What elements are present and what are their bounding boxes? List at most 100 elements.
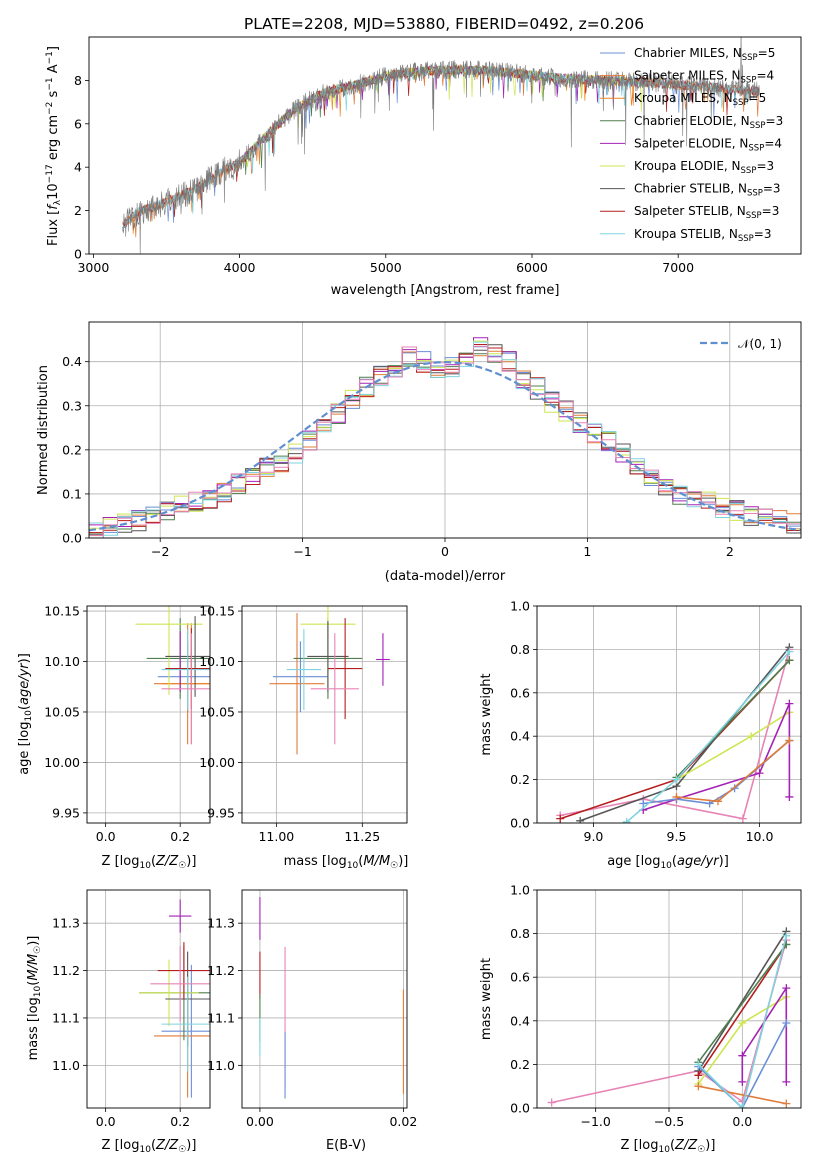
x-tick-label: 7000 — [662, 260, 694, 275]
x-tick-label: 0.0 — [96, 1114, 116, 1129]
panel-spectrum: 3000 4000 5000 6000 7000 0 2 4 6 8 — [74, 36, 802, 275]
y-tick-label: 11.0 — [207, 1058, 235, 1073]
normal-curve — [89, 360, 801, 532]
x-tick-label: −1.0 — [580, 1114, 610, 1129]
legend-entry: 𝒩(0, 1) — [738, 337, 782, 351]
y-tick-label: 11.3 — [207, 916, 235, 931]
y-tick-label: 0.0 — [62, 531, 82, 546]
weight-marker — [738, 1051, 747, 1060]
y-axis-label: Flux [fλ10−17 erg cm−2 s−1 A−1] — [45, 46, 63, 246]
weight-marker — [785, 699, 794, 708]
weight-series-line — [697, 1022, 788, 1108]
weight-series-line — [579, 646, 791, 822]
weight-marker — [782, 1099, 791, 1108]
x-tick-label: 9.0 — [584, 829, 604, 844]
y-tick-label: 10.05 — [44, 704, 80, 719]
weight-marker — [694, 1071, 703, 1080]
legend-entry: Salpeter MILES, NSSP=4 — [634, 69, 774, 86]
x-axis-label: (data-model)/error — [385, 569, 506, 584]
weight-marker — [785, 792, 794, 801]
y-tick-label: 10.10 — [44, 654, 80, 669]
weight-marker — [782, 984, 791, 993]
y-tick-label: 10.10 — [199, 654, 235, 669]
legend-entry: Salpeter STELIB, NSSP=3 — [634, 204, 779, 221]
axes-frame — [86, 889, 211, 1109]
y-tick-label: 0.4 — [62, 354, 82, 369]
weight-marker — [785, 736, 794, 745]
panel-mass-weight-vs-age: 9.0 9.5 10.0 0.0 0.2 0.4 0.6 0.8 1.0 — [510, 599, 802, 844]
x-tick-label: 6000 — [516, 260, 548, 275]
weight-marker — [730, 784, 739, 793]
weight-marker — [622, 817, 631, 823]
plot-area — [556, 643, 794, 823]
y-axis-label: mass weight — [479, 958, 494, 1040]
y-tick-label: 10.15 — [199, 604, 235, 619]
weight-marker — [738, 814, 747, 823]
weight-marker — [785, 647, 794, 656]
x-tick-label: −0.5 — [654, 1114, 684, 1129]
panel-residual-histogram: −2 −1 0 1 2 0.0 0.1 0.2 0.3 0.4 — [62, 321, 802, 559]
panel-mass-vs-EBV: 0.00 0.02 11.0 11.1 11.2 11.3 — [207, 889, 417, 1129]
weight-marker — [738, 1104, 747, 1108]
plot-area — [547, 927, 791, 1108]
axes-frame — [86, 605, 211, 824]
y-tick-label: 0.0 — [510, 816, 530, 831]
y-tick-label: 0.2 — [62, 442, 82, 457]
histogram-step — [89, 341, 801, 536]
y-tick-label: 4 — [74, 160, 82, 175]
y-axis-label: mass weight — [479, 673, 494, 755]
y-tick-label: 11.2 — [52, 963, 80, 978]
y-tick-label: 2 — [74, 203, 82, 218]
legend-entry: Kroupa STELIB, NSSP=3 — [634, 227, 772, 244]
x-axis-label: Z [log10(Z/Z☉)] — [102, 854, 197, 871]
y-tick-label: 0.6 — [510, 685, 530, 700]
x-tick-label: 0.0 — [96, 829, 116, 844]
y-tick-label: 11.1 — [52, 1010, 80, 1025]
weight-marker — [672, 775, 681, 784]
y-tick-label: 0.8 — [510, 642, 530, 657]
y-tick-label: 0.2 — [510, 1057, 530, 1072]
y-tick-label: 6 — [74, 116, 82, 131]
y-tick-label: 0 — [74, 247, 82, 262]
weight-marker — [576, 816, 585, 823]
y-axis-label: mass [log10(M/M☉)] — [26, 936, 43, 1061]
panel-mass-weight-vs-Z: −1.0 −0.5 0.0 0.0 0.2 0.4 0.6 0.8 1.0 — [510, 883, 802, 1129]
y-tick-label: 0.1 — [62, 486, 82, 501]
plot-area — [139, 899, 210, 1098]
x-axis-label: mass [log10(M/M☉)] — [284, 854, 409, 871]
y-tick-label: 0.0 — [510, 1101, 530, 1116]
y-tick-label: 0.3 — [62, 398, 82, 413]
weight-series-line — [559, 659, 790, 820]
weight-marker — [782, 1018, 791, 1027]
weight-series-line — [676, 739, 790, 803]
weight-series-line — [697, 944, 787, 1063]
plot-area — [259, 897, 404, 1099]
axes-frame — [88, 36, 802, 255]
x-tick-label: 1 — [583, 544, 591, 559]
axes-frame — [536, 605, 802, 824]
plot-area — [135, 606, 210, 745]
x-tick-label: −2 — [151, 544, 169, 559]
x-tick-label: 4000 — [224, 260, 256, 275]
x-axis-label: E(B-V) — [326, 1138, 366, 1153]
y-tick-label: 10.15 — [44, 604, 80, 619]
weight-marker — [694, 1082, 703, 1091]
weight-marker — [672, 792, 681, 801]
plot-area — [122, 37, 761, 254]
weight-series-line — [560, 649, 791, 820]
weight-marker — [694, 1060, 703, 1069]
panel-mass-vs-Z: 0.0 0.2 11.0 11.1 11.2 11.3 — [52, 889, 211, 1129]
x-tick-label: 0.2 — [170, 829, 190, 844]
weight-series-line — [698, 1085, 787, 1105]
x-axis-label: age [log10(age/yr)] — [607, 854, 729, 871]
weight-series-line — [697, 944, 787, 1076]
x-tick-label: 0.00 — [246, 1114, 274, 1129]
legend-entry: Salpeter ELODIE, NSSP=4 — [634, 136, 782, 153]
y-tick-label: 8 — [74, 73, 82, 88]
y-tick-label: 1.0 — [510, 599, 530, 614]
x-tick-label: 3000 — [77, 260, 109, 275]
legend-entry: Chabrier MILES, NSSP=5 — [634, 46, 775, 63]
weight-marker — [782, 931, 791, 940]
y-tick-label: 11.0 — [52, 1058, 80, 1073]
